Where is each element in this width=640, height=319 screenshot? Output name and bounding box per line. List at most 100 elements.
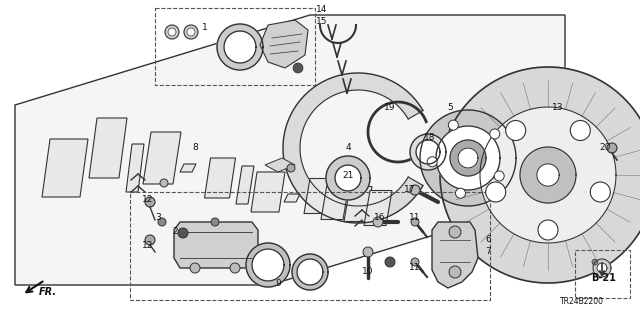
Circle shape [570,121,590,140]
Bar [130,192,490,300]
Polygon shape [326,156,370,200]
Circle shape [363,247,373,257]
Text: FR.: FR. [39,287,57,297]
Circle shape [145,197,155,207]
Circle shape [486,182,506,202]
Circle shape [506,121,525,140]
Polygon shape [364,190,392,226]
Polygon shape [42,139,88,197]
Polygon shape [265,158,295,172]
Circle shape [449,226,461,238]
Text: 5: 5 [447,103,453,113]
Circle shape [168,28,176,36]
Polygon shape [458,148,478,168]
Polygon shape [416,140,440,164]
Polygon shape [251,172,285,212]
Circle shape [287,164,295,172]
Circle shape [411,218,419,226]
Circle shape [538,220,558,240]
Circle shape [145,235,155,245]
Text: 9: 9 [275,279,281,288]
Polygon shape [174,222,258,268]
Circle shape [230,263,240,273]
Polygon shape [450,140,486,176]
Circle shape [490,129,500,139]
Circle shape [427,157,437,167]
Text: 19: 19 [384,103,396,113]
Polygon shape [126,144,144,192]
Text: 2: 2 [172,227,178,236]
Circle shape [411,258,419,266]
Polygon shape [410,134,446,170]
Circle shape [178,228,188,238]
Bar [575,250,630,298]
Polygon shape [436,126,500,190]
Circle shape [592,259,598,265]
Polygon shape [537,164,559,186]
Polygon shape [252,249,284,281]
Circle shape [160,179,168,187]
Text: 17: 17 [404,186,416,195]
Text: 14: 14 [316,5,328,14]
Polygon shape [593,259,611,277]
Polygon shape [297,259,323,285]
Bar [155,8,315,85]
Circle shape [449,266,461,278]
Polygon shape [224,31,256,63]
Circle shape [211,218,219,226]
Text: 6: 6 [485,235,491,244]
Text: 21: 21 [342,170,354,180]
Text: 4: 4 [345,144,351,152]
Polygon shape [440,67,640,283]
Text: 12: 12 [142,241,154,249]
Circle shape [165,25,179,39]
Text: 15: 15 [316,18,328,26]
Text: 12: 12 [142,196,154,204]
Circle shape [385,257,395,267]
Circle shape [184,25,198,39]
Text: 13: 13 [552,103,564,113]
Polygon shape [236,166,254,204]
Circle shape [373,217,383,227]
Text: 16: 16 [374,213,386,222]
Polygon shape [217,24,263,70]
Polygon shape [15,15,565,285]
Polygon shape [143,132,181,184]
Text: TR24B2200: TR24B2200 [560,298,604,307]
Polygon shape [246,243,290,287]
Polygon shape [597,263,607,273]
Text: 11: 11 [409,213,420,222]
Circle shape [494,171,504,181]
Text: 11: 11 [409,263,420,272]
Polygon shape [335,165,361,191]
Polygon shape [205,158,236,198]
Polygon shape [284,194,300,202]
Circle shape [456,188,465,198]
Polygon shape [180,164,196,172]
Polygon shape [480,107,616,243]
Polygon shape [89,118,127,178]
Polygon shape [420,110,516,206]
Polygon shape [292,254,328,290]
Circle shape [410,185,420,195]
Polygon shape [321,184,349,219]
Circle shape [590,182,611,202]
Polygon shape [260,20,308,68]
Text: 3: 3 [155,213,161,222]
Text: 20: 20 [599,144,611,152]
Circle shape [293,63,303,73]
Circle shape [190,263,200,273]
Text: 7: 7 [485,248,491,256]
Circle shape [607,143,617,153]
Text: 18: 18 [424,133,436,143]
Circle shape [187,28,195,36]
Polygon shape [283,73,423,223]
Polygon shape [432,222,478,288]
Text: 8: 8 [192,144,198,152]
Text: 1: 1 [202,24,208,33]
Text: B-21: B-21 [591,273,616,283]
Circle shape [158,218,166,226]
Polygon shape [344,187,372,221]
Text: 10: 10 [362,268,374,277]
Polygon shape [304,179,332,213]
